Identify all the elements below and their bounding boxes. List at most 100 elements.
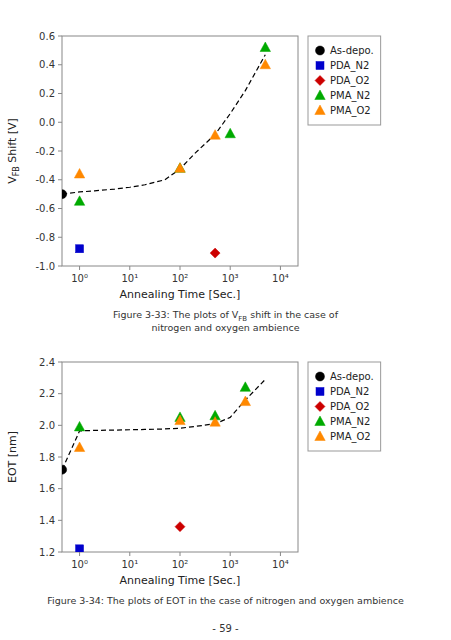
x-tick — [129, 266, 130, 270]
y-tick-label: 1.4 — [39, 515, 55, 526]
legend-label: PDA_O2 — [330, 401, 370, 413]
legend-swatch — [316, 372, 325, 381]
x-tick-label: 10³ — [222, 559, 239, 570]
y-tick — [58, 393, 62, 394]
legend-label: PDA_O2 — [330, 75, 370, 87]
plot-frame — [62, 36, 298, 266]
y-tick — [58, 179, 62, 180]
legend-label: PMA_N2 — [330, 416, 370, 428]
scatter-point — [175, 522, 185, 532]
series-line — [62, 55, 265, 194]
y-tick — [58, 552, 62, 553]
scatter-point — [240, 382, 250, 392]
y-tick-label: 2.0 — [39, 420, 55, 431]
x-tick-label: 10³ — [222, 273, 239, 284]
x-tick-label: 10⁰ — [71, 273, 88, 284]
caption: Figure 3-34: The plots of EOT in the cas… — [47, 595, 404, 606]
scatter-point — [175, 163, 185, 173]
x-tick — [180, 552, 181, 556]
text-run: Shift [V] — [6, 118, 19, 166]
y-tick-label: -1.0 — [35, 261, 55, 272]
x-tick — [79, 266, 80, 270]
y-tick — [58, 151, 62, 152]
text-run: Annealing Time [Sec.] — [120, 288, 241, 301]
y-tick — [58, 64, 62, 65]
legend-label: As-depo. — [330, 371, 374, 382]
y-tick-label: 2.2 — [39, 388, 55, 399]
text-run: shift in the case of — [247, 309, 339, 320]
page-number: - 59 - — [212, 623, 239, 634]
scatter-point — [260, 42, 270, 52]
scatter-point — [74, 169, 84, 179]
scatter-point — [210, 417, 220, 427]
y-axis-label: EOT [nm] — [6, 431, 19, 483]
legend-frame — [308, 362, 381, 451]
y-tick — [58, 362, 62, 363]
x-tick — [129, 552, 130, 556]
scatter-point — [76, 545, 84, 552]
scatter-point — [62, 465, 67, 474]
y-tick-label: 1.6 — [39, 483, 55, 494]
legend-swatch — [316, 388, 324, 396]
scatter-point — [74, 421, 84, 431]
y-tick-label: 2.4 — [39, 357, 55, 368]
y-tick — [58, 93, 62, 94]
x-tick-label: 10² — [172, 559, 189, 570]
x-tick-label: 10⁴ — [272, 559, 289, 570]
legend-label: PDA_N2 — [330, 386, 369, 398]
y-tick-label: 0.0 — [39, 117, 55, 128]
legend-label: PMA_O2 — [330, 431, 371, 443]
y-tick-label: 1.2 — [39, 547, 55, 558]
x-tick — [180, 266, 181, 270]
subscript: FB — [12, 166, 21, 176]
x-tick — [79, 552, 80, 556]
caption: nitrogen and oxygen ambience — [151, 322, 299, 333]
x-tick — [280, 266, 281, 270]
scatter-point — [210, 130, 220, 140]
scatter-point — [62, 190, 67, 199]
scatter-point — [74, 196, 84, 206]
legend-label: PDA_N2 — [330, 60, 369, 72]
y-tick-label: -0.4 — [35, 174, 55, 185]
legend-swatch — [316, 62, 324, 70]
y-tick-label: -0.2 — [35, 146, 55, 157]
caption: Figure 3-33: The plots of VFB shift in t… — [113, 309, 339, 323]
y-tick-label: 0.2 — [39, 88, 55, 99]
text-run: Figure 3-33: The plots of V — [113, 309, 239, 320]
y-tick-label: 1.8 — [39, 452, 55, 463]
legend-swatch — [315, 90, 325, 100]
y-tick — [58, 36, 62, 37]
y-tick — [58, 208, 62, 209]
chart: -1.0-0.8-0.6-0.4-0.20.00.20.40.610⁰10¹10… — [6, 31, 381, 334]
text-run: EOT [nm] — [6, 431, 19, 483]
y-tick — [58, 425, 62, 426]
y-tick — [58, 266, 62, 267]
text-run: Annealing Time [Sec.] — [120, 574, 241, 587]
legend-label: PMA_N2 — [330, 90, 370, 102]
chart: 1.21.41.61.82.02.22.410⁰10¹10²10³10⁴Anne… — [6, 357, 404, 607]
legend-swatch — [315, 76, 325, 86]
x-axis-label: Annealing Time [Sec.] — [120, 288, 241, 301]
x-tick-label: 10⁰ — [71, 559, 88, 570]
legend-label: As-depo. — [330, 45, 374, 56]
plot-area — [62, 42, 271, 258]
scatter-point — [225, 128, 235, 138]
legend-swatch — [315, 402, 325, 412]
legend: As-depo.PDA_N2PDA_O2PMA_N2PMA_O2 — [308, 36, 381, 125]
text-run: nitrogen and oxygen ambience — [151, 322, 299, 333]
legend-frame — [308, 36, 381, 125]
y-tick — [58, 457, 62, 458]
scatter-point — [74, 442, 84, 452]
legend: As-depo. PDA_N2 PDA_O2 PMA_N2 PMA_O2 — [308, 362, 381, 451]
text-run: Figure 3-34: The plots of EOT in the cas… — [47, 595, 404, 606]
y-tick-label: -0.8 — [35, 232, 55, 243]
legend-swatch — [315, 416, 325, 426]
plot-frame — [62, 362, 298, 552]
legend-swatch — [315, 431, 325, 441]
x-tick — [230, 266, 231, 270]
legend-swatch — [316, 46, 325, 55]
series-line — [62, 379, 265, 469]
plot-area — [62, 379, 265, 552]
x-tick — [230, 552, 231, 556]
y-tick — [58, 488, 62, 489]
